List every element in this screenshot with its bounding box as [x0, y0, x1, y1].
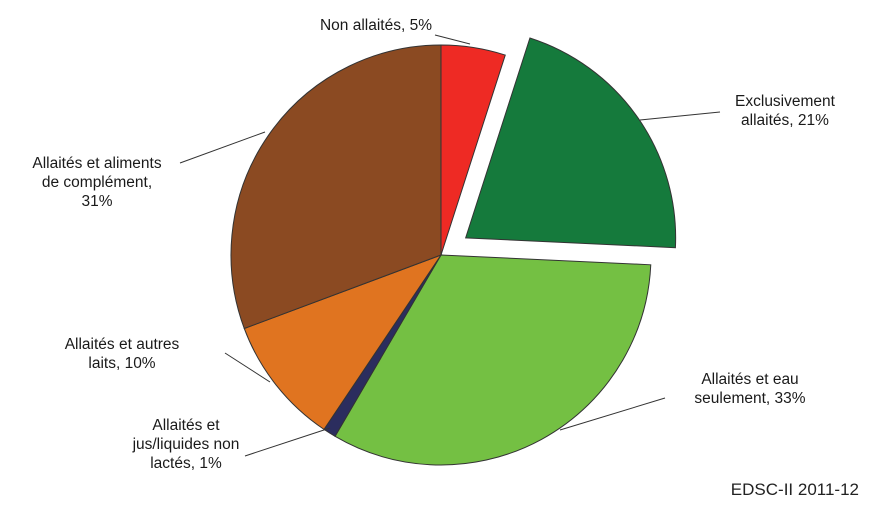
slice-label-allaites-jus: Allaités et jus/liquides non lactés, 1%	[132, 417, 240, 472]
source-note: EDSC-II 2011-12	[730, 480, 859, 499]
pie-slice-exclusivement-allaites	[464, 37, 677, 249]
leader-line-allaites-aliments	[179, 131, 266, 164]
slice-label-non-allaites: Non allaités, 5%	[320, 17, 432, 34]
pie-slice-allaites-eau	[334, 254, 652, 466]
leader-line-allaites-eau	[559, 397, 666, 431]
slice-label-exclusivement-allaites: Exclusivement allaités, 21%	[735, 93, 836, 129]
slice-label-allaites-aliments: Allaités et aliments de complément, 31%	[32, 155, 161, 210]
slice-label-allaites-autres-laits: Allaités et autres laits, 10%	[65, 336, 180, 372]
leader-line-allaites-jus	[244, 427, 331, 457]
pie-slice-allaites-autres-laits	[243, 253, 443, 431]
leader-line-exclusivement-allaites	[639, 111, 721, 121]
slice-label-allaites-eau: Allaités et eau seulement, 33%	[694, 371, 805, 407]
pie-slice-allaites-aliments	[230, 44, 442, 330]
leader-line-allaites-autres-laits	[224, 352, 271, 383]
leader-line-non-allaites	[434, 34, 471, 45]
